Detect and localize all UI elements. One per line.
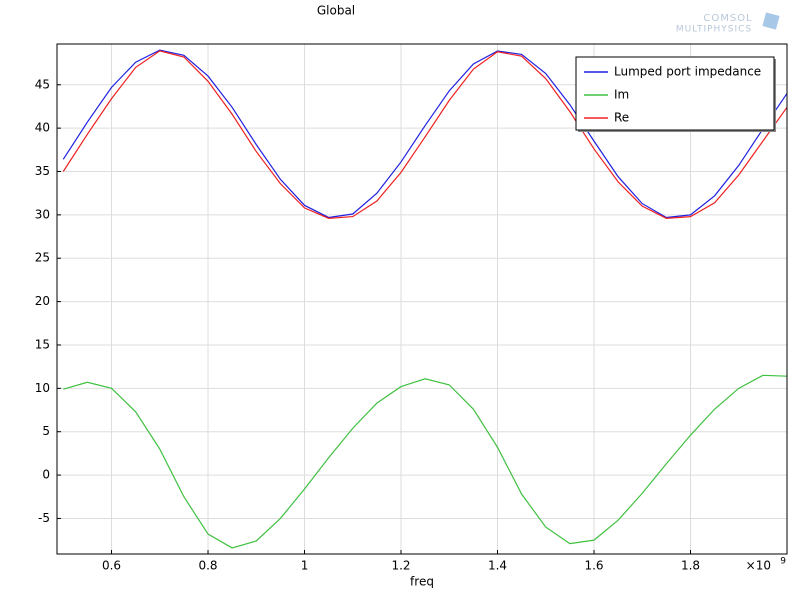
legend-label: Lumped port impedance [614,65,761,79]
x-multiplier-exponent: 9 [780,557,786,567]
plot-frame [56,43,788,555]
watermark: MULTIPHYSICS [676,25,752,35]
data-line [62,50,788,219]
x-tick-label: 1.6 [584,559,603,573]
legend-label: Re [614,111,629,125]
legend-box [575,56,775,131]
y-tick-label: 15 [35,337,50,351]
y-tick-label: -5 [38,511,50,525]
y-tick-label: 5 [42,424,50,438]
chart-title: Global [317,4,355,18]
lines [62,49,788,549]
logo [762,12,780,30]
y-tick-label: 25 [35,251,50,265]
y-tick-label: 35 [35,164,50,178]
x-tick-label: 1.4 [488,559,507,573]
x-multiplier: ×10 [746,559,771,573]
x-tick-label: 0.8 [198,559,217,573]
y-tick-label: 10 [35,381,50,395]
x-tick-label: 1 [301,559,309,573]
y-tick-label: 45 [35,77,50,91]
x-tick-label: 1.2 [391,559,410,573]
x-tick-label: 0.6 [102,559,121,573]
watermark: COMSOL [703,13,752,24]
data-line [62,49,788,219]
x-axis-label: freq [410,575,434,589]
legend: Lumped port impedance Im Re [575,56,776,132]
x-tick-label: 1.8 [681,559,700,573]
data-line [63,374,788,549]
y-tick-label: 30 [35,207,50,221]
y-tick-label: 20 [35,294,50,308]
y-tick-label: 40 [35,121,50,135]
y-tick-label: 0 [42,468,50,482]
legend-label: Im [614,88,629,102]
